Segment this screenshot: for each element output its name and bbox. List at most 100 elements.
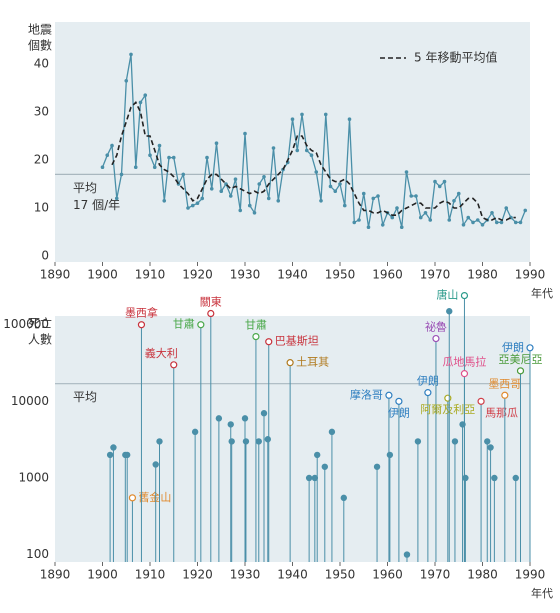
data-point: [437, 184, 442, 189]
event-label: 唐山: [436, 288, 458, 302]
event-marker: [252, 332, 260, 341]
data-point: [148, 153, 152, 157]
event-marker: [516, 367, 525, 375]
event-label: 祕魯: [425, 320, 447, 334]
plot-area: [55, 316, 530, 562]
data-point: [518, 220, 523, 225]
data-point: [376, 194, 380, 198]
data-point: [271, 146, 276, 150]
event-marker: [123, 451, 131, 459]
event-marker: [197, 321, 205, 329]
event-marker: [451, 438, 459, 445]
x-tick-label: 1920: [182, 568, 213, 582]
x-tick-label: 1970: [420, 268, 451, 282]
data-point: [219, 189, 224, 193]
event-label: 墨西哥: [488, 377, 521, 390]
y-tick-label: 0: [41, 249, 49, 263]
x-tick-label: 1920: [182, 268, 213, 282]
x-tick-label: 1930: [230, 268, 261, 282]
event-label: 伊朗: [502, 341, 524, 354]
data-point: [414, 194, 418, 198]
data-point: [499, 220, 504, 225]
legend-label: 5 年移動平均值: [414, 50, 497, 65]
event-marker: [128, 494, 137, 502]
x-tick-label: 1950: [325, 268, 356, 282]
event-marker: [395, 397, 403, 405]
event-marker: [444, 394, 452, 402]
y-axis-label: 地震: [28, 23, 52, 37]
moving-average-line: [111, 101, 516, 221]
data-point: [342, 203, 347, 208]
data-point: [181, 172, 186, 177]
x-tick-label: 1980: [467, 268, 498, 282]
event-label: 義大利: [145, 346, 178, 360]
event-marker: [286, 359, 294, 367]
data-point: [371, 196, 376, 201]
data-point: [195, 201, 200, 205]
x-tick-label: 1890: [40, 268, 71, 282]
y-tick-label: 30: [34, 105, 49, 119]
x-tick-label: 1940: [277, 568, 308, 582]
data-point: [110, 143, 114, 148]
data-point: [333, 189, 338, 193]
event-marker: [403, 551, 411, 558]
event-label: 巴基斯坦: [275, 334, 319, 348]
data-point: [319, 199, 323, 203]
data-point: [205, 155, 209, 160]
data-point: [200, 196, 205, 201]
data-point: [428, 218, 433, 222]
event-marker: [460, 291, 469, 300]
event-label: 土耳其: [296, 356, 329, 369]
y-tick-label: 1000: [18, 470, 49, 484]
data-point: [114, 196, 119, 201]
x-tick-label: 1940: [277, 268, 308, 282]
data-point: [513, 220, 518, 225]
event-marker: [191, 428, 199, 436]
data-point: [347, 117, 352, 121]
x-tick-label: 1910: [135, 568, 166, 582]
y-tick-label: 10: [34, 201, 49, 215]
event-marker: [255, 438, 262, 445]
event-marker: [446, 308, 453, 315]
event-marker: [424, 389, 432, 397]
event-label: 伊朗: [388, 406, 410, 419]
data-point: [304, 148, 309, 153]
event-marker: [242, 438, 250, 445]
average-label: 平均: [73, 181, 97, 195]
event-marker: [414, 438, 422, 445]
data-point: [119, 172, 124, 177]
data-point: [138, 100, 143, 105]
data-point: [100, 165, 105, 169]
y-tick-label: 20: [34, 153, 49, 167]
event-marker: [432, 334, 440, 343]
event-marker: [385, 391, 393, 399]
event-marker: [512, 474, 519, 482]
event-marker: [459, 421, 466, 428]
x-tick-label: 1990: [515, 568, 546, 582]
data-point: [366, 225, 371, 229]
data-point: [143, 93, 148, 97]
x-axis-label: 年代: [531, 586, 553, 600]
event-label: 阿爾及利亞: [420, 403, 475, 416]
data-point: [266, 196, 271, 201]
event-marker: [386, 451, 394, 459]
y-axis-label: 人數: [28, 333, 52, 347]
event-label: 伊朗: [417, 375, 439, 388]
data-point: [475, 218, 480, 222]
y-tick-label: 40: [34, 57, 49, 71]
event-marker: [156, 438, 163, 445]
data-point: [494, 220, 499, 225]
event-marker: [477, 397, 485, 405]
data-point: [466, 215, 471, 220]
event-marker: [137, 321, 146, 329]
event-marker: [340, 494, 347, 502]
data-point: [361, 191, 366, 196]
x-tick-label: 1900: [87, 268, 118, 282]
event-label: 瓜地馬拉: [442, 355, 486, 369]
data-point: [461, 223, 466, 227]
event-label: 舊金山: [138, 490, 171, 504]
data-point: [243, 131, 247, 136]
y-tick-label: 10000: [11, 394, 49, 408]
data-point: [209, 187, 214, 191]
